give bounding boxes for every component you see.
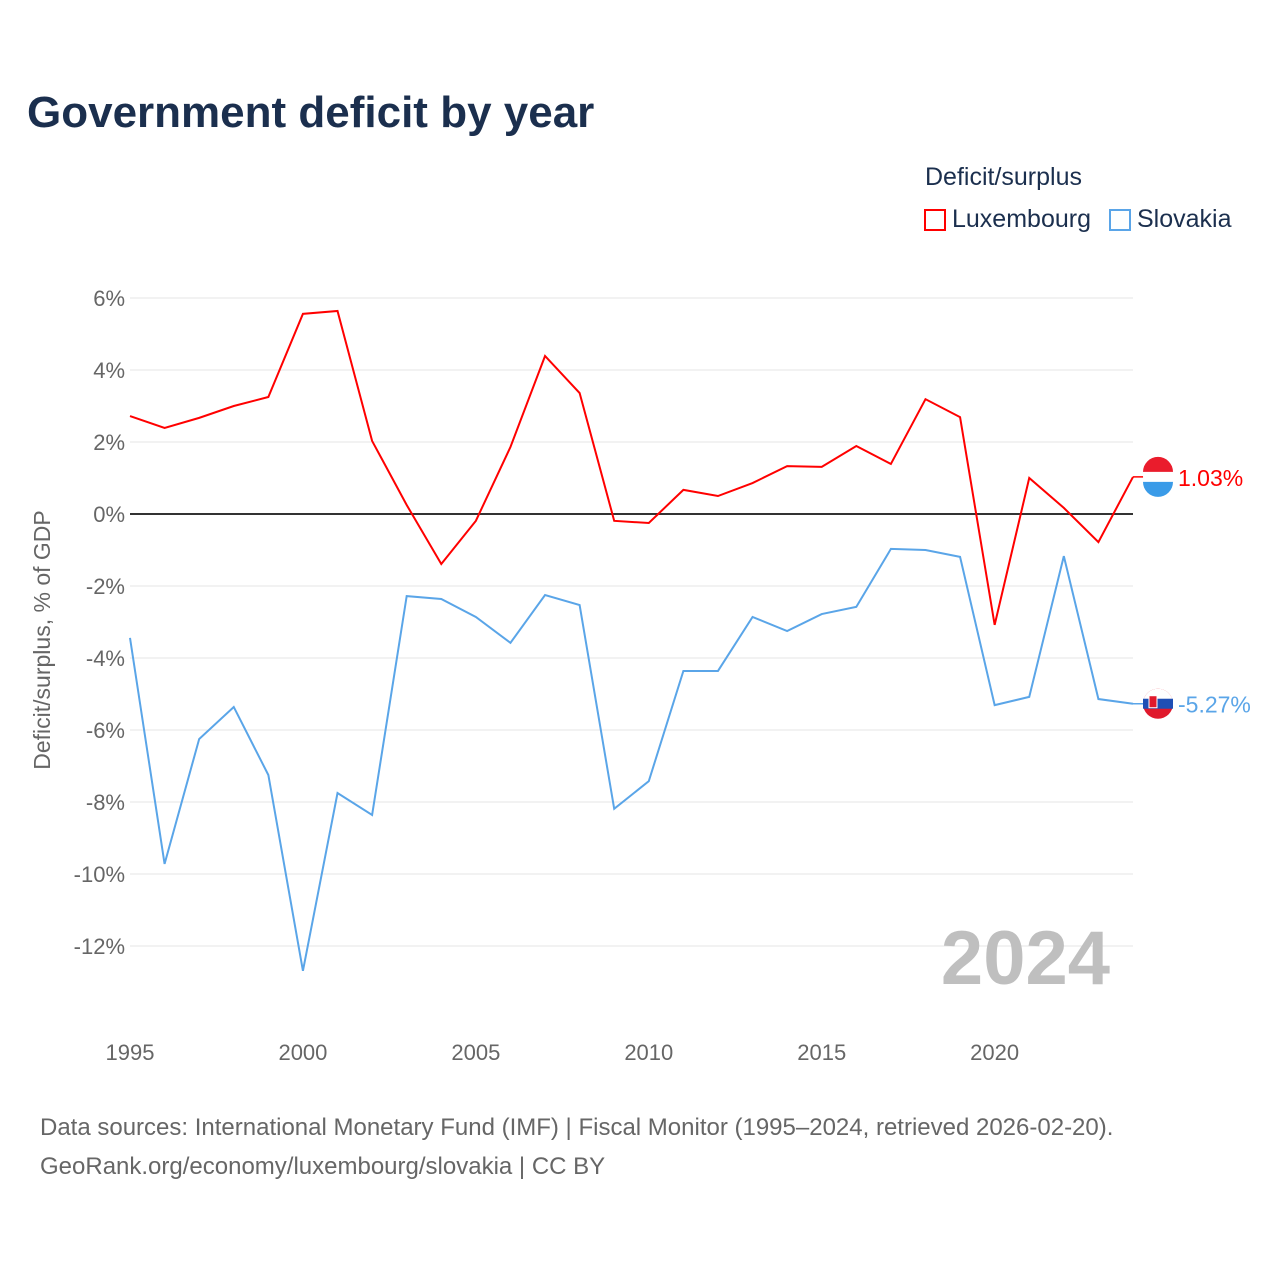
year-watermark: 2024 (941, 916, 1110, 1001)
end-value-label: -5.27% (1178, 692, 1251, 718)
chart-title: Government deficit by year (27, 88, 595, 137)
legend-swatch-luxembourg (924, 208, 946, 231)
legend-item-slovakia[interactable]: Slovakia (1108, 205, 1232, 234)
y-tick-label: -12% (74, 934, 125, 959)
flag-stripe (1143, 481, 1173, 497)
source-line-1: Data sources: International Monetary Fun… (40, 1114, 1114, 1141)
flag-coat-of-arms (1148, 695, 1158, 709)
legend-label: Luxembourg (952, 205, 1091, 233)
y-tick-label: -8% (86, 790, 125, 815)
end-value-label: 1.03% (1178, 465, 1243, 491)
series-line-luxembourg (129, 309, 1134, 626)
source-line-2[interactable]: GeoRank.org/economy/luxembourg/slovakia … (40, 1153, 606, 1180)
legend-title: Deficit/surplus (925, 163, 1082, 191)
x-tick-label: 2000 (278, 1040, 327, 1065)
legend-item-luxembourg[interactable]: Luxembourg (924, 205, 1091, 234)
source-note: Data sources: International Monetary Fun… (40, 1108, 1113, 1186)
x-tick-label: 2020 (970, 1040, 1019, 1065)
series-line-slovakia (129, 547, 1134, 972)
y-tick-label: 0% (93, 502, 125, 527)
x-tick-label: 2005 (451, 1040, 500, 1065)
y-tick-label: -4% (86, 646, 125, 671)
y-tick-label: -6% (86, 718, 125, 743)
x-tick-label: 2010 (624, 1040, 673, 1065)
y-tick-label: 4% (93, 358, 125, 383)
x-tick-label: 2015 (797, 1040, 846, 1065)
flag-stripe (1143, 456, 1173, 472)
flag-stripe (1143, 698, 1173, 709)
y-tick-label: -10% (74, 862, 125, 887)
legend-label: Slovakia (1136, 205, 1232, 233)
legend: Luxembourg Slovakia (924, 205, 1231, 234)
y-axis-label: Deficit/surplus, % of GDP (29, 510, 55, 769)
y-tick-label: 2% (93, 430, 125, 455)
x-tick-label: 1995 (106, 1040, 155, 1065)
y-tick-label: -2% (86, 574, 125, 599)
legend-swatch-slovakia (1108, 208, 1131, 231)
y-tick-label: 6% (93, 286, 125, 311)
